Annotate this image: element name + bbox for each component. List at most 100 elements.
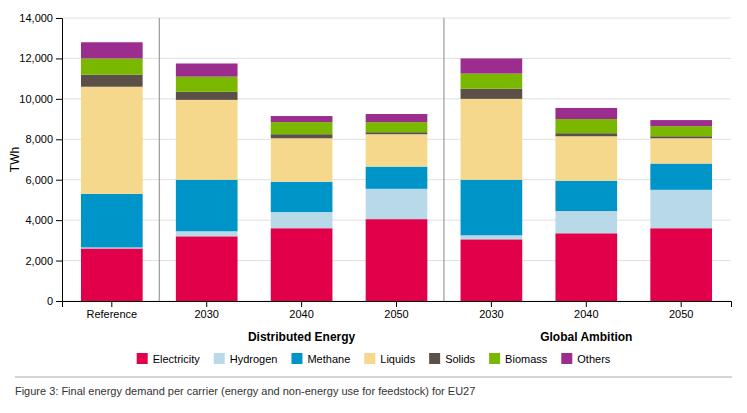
bar-segment — [461, 74, 523, 89]
grid-line — [62, 18, 731, 19]
y-axis-title: TWh — [8, 147, 22, 172]
x-axis: Reference203020402050203020402050 — [63, 301, 732, 320]
bar-segment — [461, 58, 523, 73]
tick-mark — [56, 180, 62, 181]
bar-segment — [81, 247, 143, 248]
legend: Electricity Hydrogen Methane Liquids Solids B… — [137, 353, 611, 365]
tick-label: 2040 — [574, 308, 598, 320]
legend-label: Others — [577, 353, 611, 365]
x-tick: 2050 — [384, 301, 408, 320]
bar-segment — [555, 108, 617, 119]
axis-line — [56, 19, 63, 302]
y-tick: 8,000 — [25, 133, 62, 145]
chart-svg: 02,0004,0006,0008,00010,00012,00014,000T… — [0, 0, 747, 413]
bar-segment — [366, 219, 428, 301]
bar-segment — [176, 63, 238, 76]
tick-mark — [111, 301, 112, 307]
tick-mark — [56, 18, 62, 19]
bar-segment — [366, 122, 428, 132]
tick-label: 2,000 — [25, 255, 53, 267]
bar-segment — [650, 190, 712, 228]
legend-item: Methane — [291, 353, 350, 365]
tick-mark — [491, 301, 492, 307]
grid-line — [62, 58, 731, 59]
bar-segment — [366, 134, 428, 166]
tick-label: 2050 — [384, 308, 408, 320]
legend-label: Solids — [445, 353, 475, 365]
tick-label: 2040 — [289, 308, 313, 320]
grid-line — [62, 98, 731, 99]
legend-swatch — [561, 353, 572, 364]
bar-segment — [176, 236, 238, 301]
y-axis: 02,0004,0006,0008,00010,00012,00014,000 — [19, 12, 62, 307]
bar-segment — [176, 100, 238, 180]
tick-mark — [301, 301, 302, 307]
chart-root: 02,0004,0006,0008,00010,00012,00014,000T… — [0, 0, 747, 413]
bar-segment — [461, 99, 523, 180]
bar-segment — [461, 180, 523, 236]
tick-mark — [56, 261, 62, 262]
legend-swatch — [429, 353, 440, 364]
tick-label: 4,000 — [25, 214, 53, 226]
bar-segment — [650, 138, 712, 163]
legend-item: Electricity — [137, 353, 201, 365]
group-separator — [159, 18, 160, 301]
group-label: Distributed Energy — [248, 330, 356, 344]
y-tick: 0 — [47, 295, 62, 307]
bar-segment — [271, 138, 333, 181]
legend-item: Solids — [429, 353, 475, 365]
bar-segment — [81, 42, 143, 58]
tick-label: 10,000 — [19, 93, 53, 105]
legend-item: Others — [561, 353, 611, 365]
legend-swatch — [489, 353, 500, 364]
legend-label: Electricity — [153, 353, 201, 365]
series — [81, 87, 712, 194]
tick-mark — [56, 301, 62, 302]
legend-swatch — [214, 353, 225, 364]
bar-segment — [81, 194, 143, 248]
bar-segment — [555, 233, 617, 301]
axis-line — [63, 302, 732, 308]
bar-segment — [271, 182, 333, 212]
legend-label: Biomass — [505, 353, 548, 365]
legend-label: Methane — [307, 353, 350, 365]
bar-segment — [366, 114, 428, 122]
bar-segment — [271, 212, 333, 228]
tick-label: 0 — [47, 295, 53, 307]
legend-item: Biomass — [489, 353, 548, 365]
legend-item: Liquids — [364, 353, 415, 365]
bar-segment — [366, 189, 428, 219]
bar-segment — [366, 167, 428, 189]
legend-label: Hydrogen — [230, 353, 278, 365]
tick-mark — [56, 139, 62, 140]
tick-label: 6,000 — [25, 174, 53, 186]
group-separator — [443, 18, 444, 301]
group-separators — [159, 18, 444, 301]
bar-segment — [271, 116, 333, 122]
bar-segment — [555, 181, 617, 211]
bar-segment — [81, 75, 143, 87]
tick-label: 2030 — [479, 308, 503, 320]
y-tick: 10,000 — [19, 93, 62, 105]
bar-segment — [650, 120, 712, 126]
bar-segment — [650, 164, 712, 190]
tick-mark — [681, 301, 682, 307]
bar-segment — [650, 136, 712, 138]
bar-segment — [176, 77, 238, 92]
bar-segment — [555, 211, 617, 233]
x-tick: Reference — [86, 301, 137, 320]
bars — [81, 42, 712, 301]
divider — [15, 377, 732, 378]
tick-mark — [206, 301, 207, 307]
bar-segment — [461, 239, 523, 301]
x-tick: 2030 — [479, 301, 503, 320]
y-tick: 6,000 — [25, 174, 62, 186]
y-tick: 12,000 — [19, 52, 62, 64]
tick-mark — [396, 301, 397, 307]
tick-label: 2030 — [194, 308, 218, 320]
series — [81, 58, 712, 136]
bar-segment — [555, 133, 617, 136]
caption: Figure 3: Final energy demand per carrie… — [15, 385, 475, 397]
grid — [62, 18, 731, 301]
bar-segment — [555, 136, 617, 180]
